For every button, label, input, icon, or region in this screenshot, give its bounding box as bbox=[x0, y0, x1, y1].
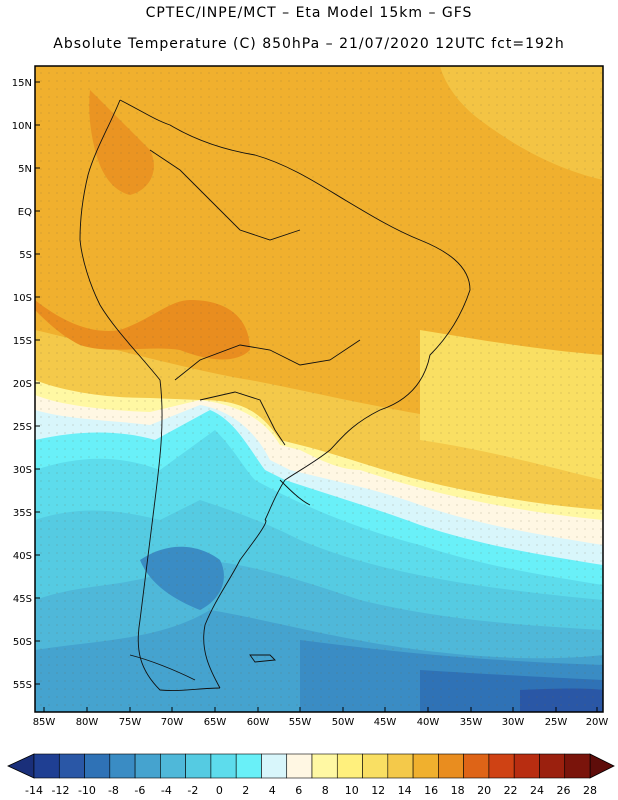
lon-label: 70W bbox=[161, 717, 184, 728]
lat-label: 55S bbox=[13, 680, 32, 691]
colorbar-swatch bbox=[463, 753, 490, 779]
temperature-field bbox=[35, 66, 603, 712]
lat-label: EQ bbox=[18, 207, 32, 218]
colorbar-swatch bbox=[311, 753, 338, 779]
lat-label: 10S bbox=[13, 293, 32, 304]
colorbar-swatch bbox=[564, 753, 591, 779]
colorbar-swatch bbox=[33, 753, 60, 779]
lon-label: 25W bbox=[545, 717, 568, 728]
colorbar-swatch bbox=[539, 753, 566, 779]
colorbar-label: 8 bbox=[322, 784, 329, 797]
lon-label: 85W bbox=[33, 717, 56, 728]
colorbar-swatch bbox=[513, 753, 540, 779]
lon-label: 50W bbox=[332, 717, 355, 728]
colorbar-swatch bbox=[488, 753, 515, 779]
colorbar-label: -6 bbox=[134, 784, 145, 797]
lon-label: 60W bbox=[247, 717, 270, 728]
lat-label: 50S bbox=[13, 637, 32, 648]
colorbar-label: 26 bbox=[557, 784, 571, 797]
colorbar-label: 10 bbox=[345, 784, 359, 797]
colorbar-swatch bbox=[261, 753, 288, 779]
colorbar-swatch bbox=[160, 753, 186, 779]
longitude-ticks bbox=[43, 707, 598, 712]
colorbar: -14 -12 -10 -8 -6 -4 -2 0 2 4 6 8 10 12 14 16 18 20 22 24 26… bbox=[7, 753, 615, 797]
map-frame bbox=[34, 65, 604, 713]
lat-label: 30S bbox=[13, 465, 32, 476]
colorbar-swatch bbox=[58, 753, 85, 779]
colorbar-swatch bbox=[84, 753, 111, 779]
colorbar-arrow-high bbox=[589, 753, 615, 779]
header-title-line1: CPTEC/INPE/MCT – Eta Model 15km – GFS bbox=[145, 5, 473, 21]
colorbar-swatch bbox=[286, 753, 313, 779]
colorbar-label: 18 bbox=[451, 784, 465, 797]
colorbar-swatch bbox=[134, 753, 161, 779]
colorbar-label: 28 bbox=[583, 784, 597, 797]
colorbar-swatch bbox=[210, 753, 237, 779]
colorbar-label: -14 bbox=[25, 784, 43, 797]
colorbar-arrow-low bbox=[7, 753, 35, 779]
colorbar-label: -2 bbox=[187, 784, 198, 797]
colorbar-label: 14 bbox=[398, 784, 412, 797]
colorbar-swatch bbox=[235, 753, 262, 779]
colorbar-swatch bbox=[185, 753, 212, 779]
lon-label: 45W bbox=[374, 717, 397, 728]
colorbar-label: 20 bbox=[477, 784, 491, 797]
colorbar-label: -10 bbox=[78, 784, 96, 797]
lon-label: 30W bbox=[502, 717, 525, 728]
lat-label: 25S bbox=[13, 422, 32, 433]
lat-label: 20S bbox=[13, 379, 32, 390]
colorbar-label: 4 bbox=[269, 784, 276, 797]
lon-label: 80W bbox=[76, 717, 99, 728]
colorbar-label: 0 bbox=[216, 784, 223, 797]
lat-label: 35S bbox=[13, 508, 32, 519]
lat-label: 40S bbox=[13, 551, 32, 562]
colorbar-swatch bbox=[336, 753, 363, 779]
colorbar-swatch bbox=[362, 753, 389, 779]
colorbar-label: 24 bbox=[530, 784, 544, 797]
colorbar-swatch bbox=[438, 753, 464, 779]
colorbar-label: 16 bbox=[424, 784, 438, 797]
lon-label: 75W bbox=[119, 717, 142, 728]
lon-label: 55W bbox=[289, 717, 312, 728]
colorbar-label: 2 bbox=[242, 784, 249, 797]
colorbar-label: 12 bbox=[371, 784, 385, 797]
lon-label: 65W bbox=[204, 717, 227, 728]
lat-label: 45S bbox=[13, 594, 32, 605]
lat-label: 15N bbox=[12, 78, 32, 89]
colorbar-label: 6 bbox=[295, 784, 302, 797]
colorbar-label: -4 bbox=[161, 784, 172, 797]
lon-label: 35W bbox=[460, 717, 483, 728]
colorbar-label: 22 bbox=[504, 784, 518, 797]
lon-label: 40W bbox=[417, 717, 440, 728]
colorbar-swatch bbox=[412, 753, 439, 779]
lat-label: 5N bbox=[18, 164, 32, 175]
lat-label: 10N bbox=[12, 121, 32, 132]
header-title-line2: Absolute Temperature (C) 850hPa – 21/07/… bbox=[53, 36, 565, 52]
colorbar-label: -12 bbox=[51, 784, 69, 797]
latitude-ticks bbox=[35, 81, 40, 685]
lon-label: 20W bbox=[586, 717, 609, 728]
lat-label: 5S bbox=[19, 250, 32, 261]
lat-label: 15S bbox=[13, 336, 32, 347]
colorbar-swatch bbox=[109, 753, 136, 779]
longitude-axis: 85W 80W 75W 70W 65W 60W 55W 50W 45W 40W … bbox=[33, 717, 609, 728]
coastlines bbox=[79, 99, 471, 691]
latitude-axis: 15N 10N 5N EQ 5S 10S 15S 20S 25S 30S 35S… bbox=[12, 78, 32, 691]
colorbar-swatch bbox=[387, 753, 414, 779]
colorbar-label: -8 bbox=[108, 784, 119, 797]
